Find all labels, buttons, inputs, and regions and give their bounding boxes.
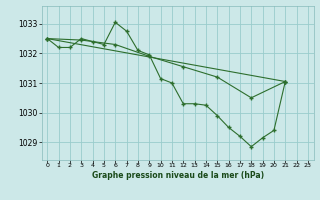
X-axis label: Graphe pression niveau de la mer (hPa): Graphe pression niveau de la mer (hPa) (92, 171, 264, 180)
